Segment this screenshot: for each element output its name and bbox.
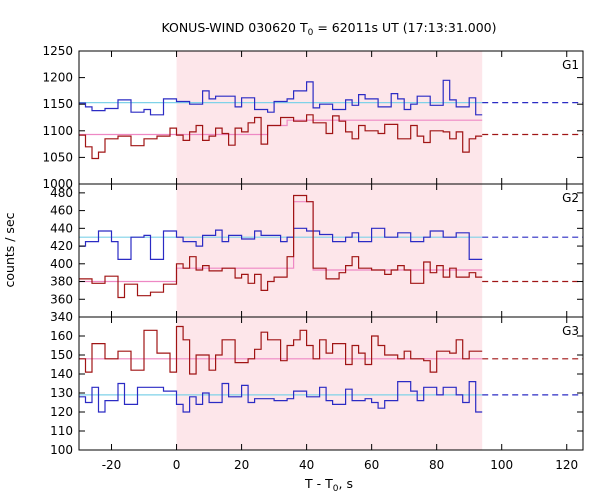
x-tick-label: 60 xyxy=(364,458,379,472)
y-tick-label: 1100 xyxy=(42,124,73,138)
y-tick-label: 110 xyxy=(50,424,73,438)
x-tick-label: 40 xyxy=(299,458,314,472)
blue-light-curve xyxy=(79,79,483,116)
x-tick-label: 20 xyxy=(234,458,249,472)
y-tick-label: 160 xyxy=(50,329,73,343)
x-tick-label: 0 xyxy=(173,458,181,472)
panel-g3: 160 150 140 130 120 110 100 G3 xyxy=(50,316,584,457)
panel-label: G3 xyxy=(562,324,579,338)
y-tick-label: 140 xyxy=(50,367,73,381)
y-tick-label: 130 xyxy=(50,386,73,400)
x-tick-label: 120 xyxy=(555,458,578,472)
y-tick-label: 480 xyxy=(50,186,73,200)
panel-frame xyxy=(78,316,584,451)
x-tick-label: 80 xyxy=(429,458,444,472)
y-tick-label: 100 xyxy=(50,443,73,457)
y-tick-label: 340 xyxy=(50,310,73,324)
highlight-interval xyxy=(176,184,483,317)
panel-g1: 1250 1200 1150 1100 1050 1000 G1 xyxy=(42,44,584,191)
y-tick-label: 1150 xyxy=(42,97,73,111)
x-tick-label: 100 xyxy=(490,458,513,472)
y-tick-label: 400 xyxy=(50,257,73,271)
y-tick-label: 120 xyxy=(50,405,73,419)
red-light-curve xyxy=(79,325,483,375)
panel-label: G2 xyxy=(562,191,579,205)
y-tick-label: 150 xyxy=(50,348,73,362)
y-tick-label: 1000 xyxy=(42,177,73,191)
x-tick-label: -20 xyxy=(102,458,122,472)
blue-light-curve xyxy=(79,227,483,260)
highlight-interval xyxy=(176,51,483,184)
y-tick-label: 1250 xyxy=(42,44,73,58)
y-tick-label: 460 xyxy=(50,204,73,218)
panel-g2: 480 460 440 420 400 380 360 340 G2 xyxy=(50,183,584,324)
y-tick-label: 1050 xyxy=(42,150,73,164)
chart-title: KONUS-WIND 030620 T0 = 62011s UT (17:13:… xyxy=(161,20,496,38)
red-light-curve xyxy=(79,194,483,299)
red-light-curve xyxy=(79,114,483,160)
panel-label: G1 xyxy=(562,58,579,72)
y-tick-label: 1200 xyxy=(42,71,73,85)
y-tick-label: 420 xyxy=(50,239,73,253)
y-axis-label: counts / sec xyxy=(2,212,17,287)
panels-group: 125012001150110010501000G148046044042040… xyxy=(42,44,584,472)
y-tick-label: 440 xyxy=(50,221,73,235)
blue-light-curve xyxy=(79,381,483,413)
y-tick-label: 380 xyxy=(50,275,73,289)
y-tick-label: 360 xyxy=(50,292,73,306)
x-axis-label: T - T0, s xyxy=(304,476,353,494)
